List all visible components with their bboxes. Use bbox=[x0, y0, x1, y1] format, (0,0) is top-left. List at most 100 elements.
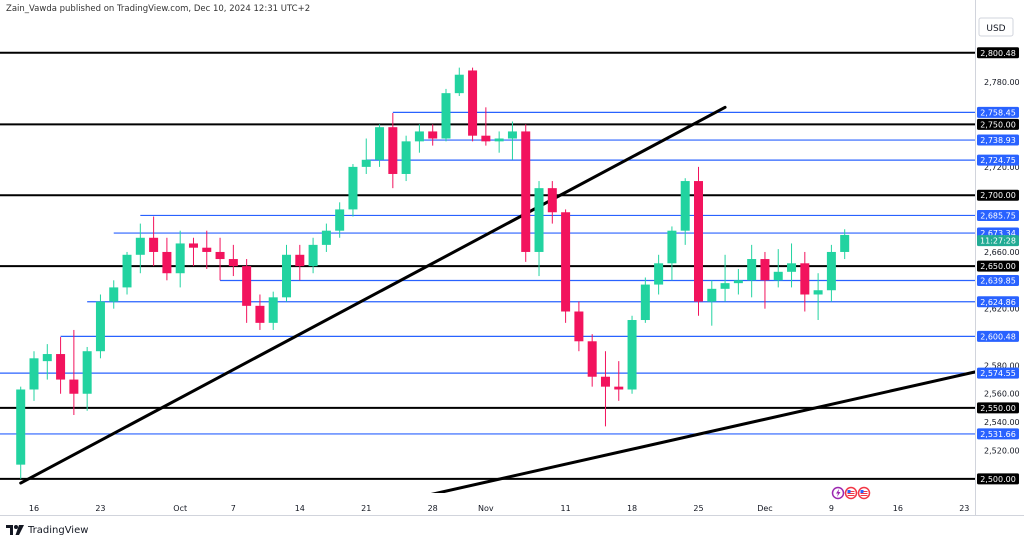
candle-2024-11-14[interactable] bbox=[600, 351, 610, 427]
us-flag-icon[interactable] bbox=[857, 486, 871, 500]
candle-2024-12-02[interactable] bbox=[760, 251, 770, 309]
price-tag-2,624.86[interactable]: 2,624.86 bbox=[977, 296, 1019, 308]
candle-2024-11-07[interactable] bbox=[534, 181, 544, 277]
candle-2024-10-08[interactable] bbox=[242, 259, 252, 323]
candle-2024-11-12[interactable] bbox=[574, 301, 584, 352]
candle-2024-11-13[interactable] bbox=[587, 334, 597, 387]
price-tag-text: 2,574.55 bbox=[980, 369, 1016, 378]
candle-2024-09-24[interactable] bbox=[109, 280, 119, 309]
last-price-tag[interactable]: 11:27:28 bbox=[977, 235, 1019, 247]
candle-2024-11-19[interactable] bbox=[640, 277, 650, 323]
candle-2024-11-08[interactable] bbox=[547, 181, 557, 224]
candle-2024-12-05[interactable] bbox=[800, 251, 810, 312]
time-axis[interactable]: 16 23 Oct 7 14 21 28 Nov 11 18 25 Dec 9 16 23 bbox=[0, 493, 1024, 516]
candle-2024-11-21[interactable] bbox=[667, 226, 677, 281]
price-tag-2,531.66[interactable]: 2,531.66 bbox=[977, 428, 1019, 440]
candle-2024-11-28[interactable] bbox=[733, 268, 743, 295]
candle-2024-10-25[interactable] bbox=[414, 124, 424, 153]
candle-2024-10-04[interactable] bbox=[215, 237, 225, 281]
candle-2024-12-10[interactable] bbox=[840, 229, 850, 260]
candle-2024-10-14[interactable] bbox=[295, 244, 305, 281]
price-tag-2,724.75[interactable]: 2,724.75 bbox=[977, 154, 1019, 166]
price-tag-2,738.93[interactable]: 2,738.93 bbox=[977, 134, 1019, 146]
candle-2024-09-16[interactable] bbox=[29, 351, 39, 401]
candle-2024-10-21[interactable] bbox=[361, 138, 371, 174]
price-tag-2,600.48[interactable]: 2,600.48 bbox=[977, 330, 1019, 342]
candle-2024-11-05[interactable] bbox=[507, 121, 517, 160]
countdown-text: 11:27:28 bbox=[980, 237, 1016, 246]
candle-2024-11-29[interactable] bbox=[747, 244, 757, 298]
price-tag-2,800.48[interactable]: 2,800.48 bbox=[977, 47, 1019, 59]
candle-2024-10-24[interactable] bbox=[401, 135, 411, 182]
candle-2024-09-30[interactable] bbox=[162, 237, 172, 281]
candle-body bbox=[42, 354, 52, 362]
candle-2024-10-31[interactable] bbox=[468, 67, 478, 142]
candle-2024-11-11[interactable] bbox=[561, 209, 571, 323]
candle-2024-09-17[interactable] bbox=[42, 344, 52, 380]
brand-name: TradingView bbox=[28, 524, 89, 536]
candle-2024-12-03[interactable] bbox=[773, 249, 783, 288]
candle-2024-09-26[interactable] bbox=[135, 223, 145, 274]
candle-2024-10-22[interactable] bbox=[375, 124, 385, 167]
candle-2024-12-04[interactable] bbox=[787, 243, 797, 288]
us-flag-icon[interactable] bbox=[844, 486, 858, 500]
candle-2024-10-10[interactable] bbox=[268, 291, 278, 330]
candle-2024-09-13[interactable] bbox=[16, 386, 26, 479]
candle-2024-09-18[interactable] bbox=[56, 337, 66, 394]
candle-2024-10-07[interactable] bbox=[228, 244, 238, 277]
candle-2024-11-27[interactable] bbox=[720, 254, 730, 302]
candle-body bbox=[109, 287, 119, 302]
candle-2024-10-03[interactable] bbox=[202, 230, 212, 269]
candle-2024-10-28[interactable] bbox=[428, 124, 438, 146]
candle-2024-11-01[interactable] bbox=[481, 107, 491, 146]
price-tag-2,685.75[interactable]: 2,685.75 bbox=[977, 209, 1019, 221]
price-tag-2,574.55[interactable]: 2,574.55 bbox=[977, 367, 1019, 379]
candle-2024-10-01[interactable] bbox=[175, 230, 185, 288]
candle-2024-10-17[interactable] bbox=[335, 202, 345, 238]
candle-2024-10-23[interactable] bbox=[388, 113, 398, 189]
trend-line-2[interactable] bbox=[406, 365, 1004, 500]
event-icons[interactable] bbox=[831, 486, 871, 500]
price-axis[interactable]: USD 2,520.00 2,540.00 2,560.00 2,580.00 2,620… bbox=[975, 0, 1024, 540]
candle-2024-10-02[interactable] bbox=[188, 237, 198, 267]
candle-2024-10-29[interactable] bbox=[441, 88, 451, 142]
candle-2024-11-20[interactable] bbox=[654, 254, 664, 295]
candle-2024-10-18[interactable] bbox=[348, 164, 358, 217]
candle-2024-11-18[interactable] bbox=[627, 315, 637, 394]
candle-body bbox=[401, 141, 411, 174]
candle-2024-10-30[interactable] bbox=[454, 67, 464, 96]
candle-2024-09-27[interactable] bbox=[149, 216, 159, 267]
candle-body bbox=[800, 263, 810, 295]
candle-2024-11-22[interactable] bbox=[680, 178, 690, 245]
price-tag-2,700.00[interactable]: 2,700.00 bbox=[977, 189, 1019, 201]
price-tag-2,500.00[interactable]: 2,500.00 bbox=[977, 473, 1019, 485]
currency-button[interactable] bbox=[978, 17, 1014, 37]
price-tag-text: 2,639.85 bbox=[980, 277, 1016, 286]
candle-2024-11-26[interactable] bbox=[707, 280, 717, 326]
candle-2024-11-04[interactable] bbox=[494, 131, 504, 153]
price-tag-2,550.00[interactable]: 2,550.00 bbox=[977, 402, 1019, 414]
candle-2024-10-09[interactable] bbox=[255, 294, 265, 330]
candle-2024-11-06[interactable] bbox=[521, 124, 531, 262]
time-tick-label: 14 bbox=[295, 504, 305, 513]
price-tag-2,639.85[interactable]: 2,639.85 bbox=[977, 275, 1019, 287]
lightning-icon[interactable] bbox=[831, 486, 845, 500]
candle-2024-09-25[interactable] bbox=[122, 251, 132, 295]
candle-2024-12-06[interactable] bbox=[813, 273, 823, 321]
price-tag-2,750.00[interactable]: 2,750.00 bbox=[977, 118, 1019, 130]
price-tag-2,650.00[interactable]: 2,650.00 bbox=[977, 260, 1019, 272]
price-tag-2,758.45[interactable]: 2,758.45 bbox=[977, 106, 1019, 118]
candle-2024-09-19[interactable] bbox=[69, 329, 79, 416]
candle-2024-10-11[interactable] bbox=[282, 244, 292, 302]
candle-2024-11-15[interactable] bbox=[614, 361, 624, 401]
tradingview-brand[interactable]: TradingView bbox=[6, 523, 88, 537]
candle-2024-12-09[interactable] bbox=[826, 244, 836, 302]
candle-2024-09-23[interactable] bbox=[95, 294, 105, 359]
candle-2024-11-25[interactable] bbox=[694, 166, 703, 316]
trend-line-1[interactable] bbox=[19, 105, 727, 485]
candle-2024-09-20[interactable] bbox=[82, 346, 92, 411]
candle-2024-10-15[interactable] bbox=[308, 237, 318, 274]
candle-2024-10-16[interactable] bbox=[321, 223, 331, 252]
price-tick-label: 2,620.00 bbox=[984, 305, 1020, 314]
